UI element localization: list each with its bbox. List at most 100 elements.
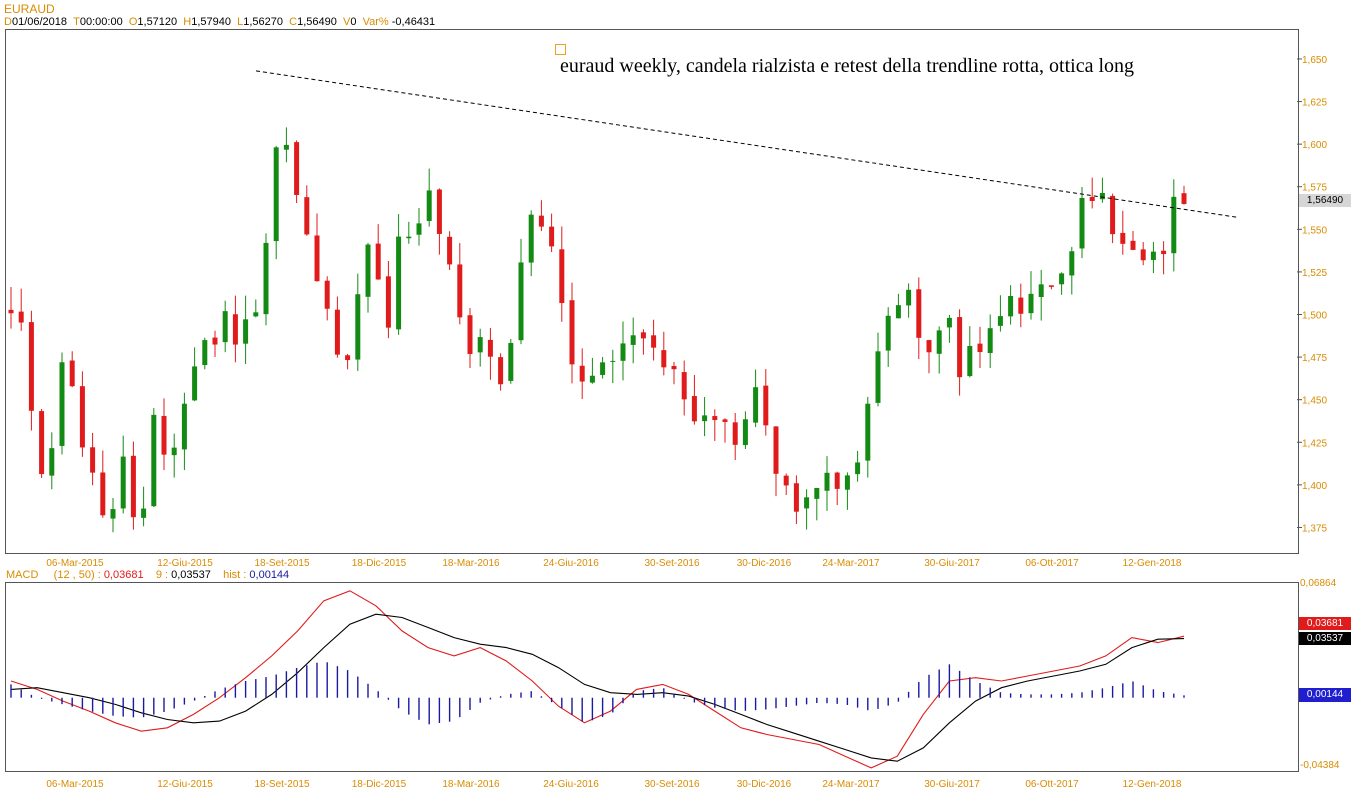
price-axis-label: 1,650 [1302, 55, 1327, 66]
candle-body [141, 508, 147, 518]
hist-label: hist : [223, 569, 247, 581]
date-axis-label: 18-Dic-2015 [352, 779, 407, 790]
candle-body [39, 411, 45, 475]
candle-body [365, 244, 371, 297]
candle-body [181, 403, 187, 450]
candle-body [59, 362, 65, 446]
last-price-tag: 1,56490 [1299, 194, 1351, 207]
candle-body [895, 305, 901, 319]
macd-value: 0,03681 [103, 569, 144, 581]
candle-body [90, 447, 96, 473]
candle-body [498, 357, 504, 385]
time-label: T [73, 16, 80, 28]
candle-body [722, 419, 728, 422]
candle-body [283, 144, 289, 150]
date-axis-label: 06-Mar-2015 [46, 558, 104, 569]
candle-body [324, 280, 330, 309]
candle-body [763, 385, 769, 426]
macd-axis-label: 0,06864 [1300, 578, 1337, 589]
candle-body [1171, 196, 1177, 254]
trendline [255, 70, 1239, 218]
candle-body [855, 462, 861, 475]
candle-body [997, 316, 1003, 326]
candle-body [1130, 240, 1136, 250]
candle-body [865, 403, 871, 461]
open-label: O [128, 16, 138, 28]
date-axis-label: 30-Dic-2016 [737, 558, 792, 569]
candle-body [528, 214, 534, 263]
macd-chart-svg [10, 590, 1185, 769]
candle-body [1079, 197, 1085, 249]
candle-body [8, 309, 14, 314]
candle-body [1069, 251, 1075, 276]
ohlc-info-bar: D01/06/2018 T00:00:00 O1,57120 H1,57940 … [4, 16, 435, 28]
candle-body [630, 335, 636, 345]
candle-body [334, 309, 340, 355]
date-axis-label: 06-Ott-2017 [1025, 779, 1079, 790]
date-axis-label: 24-Mar-2017 [822, 558, 880, 569]
candle-body [834, 472, 840, 489]
open-value: 1,57120 [137, 16, 178, 28]
candle-body [110, 509, 116, 519]
candle-body [406, 236, 412, 239]
candle-body [712, 416, 718, 421]
candle-body [732, 422, 738, 445]
price-axis-label: 1,375 [1302, 523, 1327, 534]
candle-body [518, 262, 524, 341]
macd-axis: 0,06864 -0,04384 [1300, 578, 1340, 771]
time-value: 00:00:00 [79, 16, 123, 28]
candle-body [100, 472, 106, 516]
candle-body [243, 319, 249, 344]
candle-body [120, 456, 126, 509]
candle-body [538, 215, 544, 227]
candle-body [926, 340, 932, 353]
candle-body [814, 487, 820, 499]
candle-body [661, 350, 667, 368]
candle-body [375, 243, 381, 280]
candle-body [69, 360, 75, 387]
macd-legend: MACD (12 , 50) : 0,03681 9 : 0,03537 his… [6, 569, 289, 581]
candle-body [1181, 193, 1187, 204]
price-axis-label: 1,550 [1302, 225, 1327, 236]
volume-value: 0 [350, 16, 357, 28]
annotation-marker-icon[interactable] [555, 44, 566, 55]
candle-body [436, 189, 442, 234]
price-axis-label: 1,450 [1302, 396, 1327, 407]
candle-body [212, 337, 218, 345]
candle-body [1150, 251, 1156, 260]
candle-body [793, 483, 799, 512]
candle-body [691, 396, 697, 422]
candle-body [906, 289, 912, 306]
date-axis-label: 18-Mar-2016 [442, 558, 500, 569]
date-axis-label: 18-Mar-2016 [442, 779, 500, 790]
candle-body [396, 236, 402, 330]
candle-body [579, 365, 585, 382]
close-label: C [289, 16, 298, 28]
candle-body [844, 475, 850, 490]
date-axis-label: 12-Giu-2015 [157, 558, 213, 569]
signal-value: 0,03537 [171, 569, 211, 581]
macd-value-tag: 0,03681 [1299, 617, 1351, 630]
candle-body [508, 342, 514, 381]
price-axis-label: 1,425 [1302, 438, 1327, 449]
candle-body [171, 447, 177, 456]
candle-body [804, 497, 810, 509]
candle-body [28, 322, 34, 411]
candle-body [936, 330, 942, 354]
macd-panel[interactable] [5, 582, 1299, 772]
candle-body [192, 366, 198, 401]
candle-body [559, 249, 565, 304]
macd-label: MACD [6, 569, 39, 581]
candle-body [620, 343, 626, 361]
date-axis-label: 30-Giu-2017 [924, 779, 980, 790]
date-axis-top: 06-Mar-2015 12-Giu-2015 18-Set-2015 18-Dic-… [46, 558, 1182, 569]
candle-body [477, 337, 483, 353]
candle-body [263, 242, 269, 315]
chart-annotation[interactable]: euraud weekly, candela rialzista e retes… [560, 55, 1135, 77]
low-label: L [237, 16, 244, 28]
price-chart-panel[interactable] [5, 29, 1299, 554]
var-value: -0,46431 [391, 16, 436, 28]
candle-body [967, 345, 973, 377]
candle-body [1038, 284, 1044, 298]
high-label: H [183, 16, 192, 28]
